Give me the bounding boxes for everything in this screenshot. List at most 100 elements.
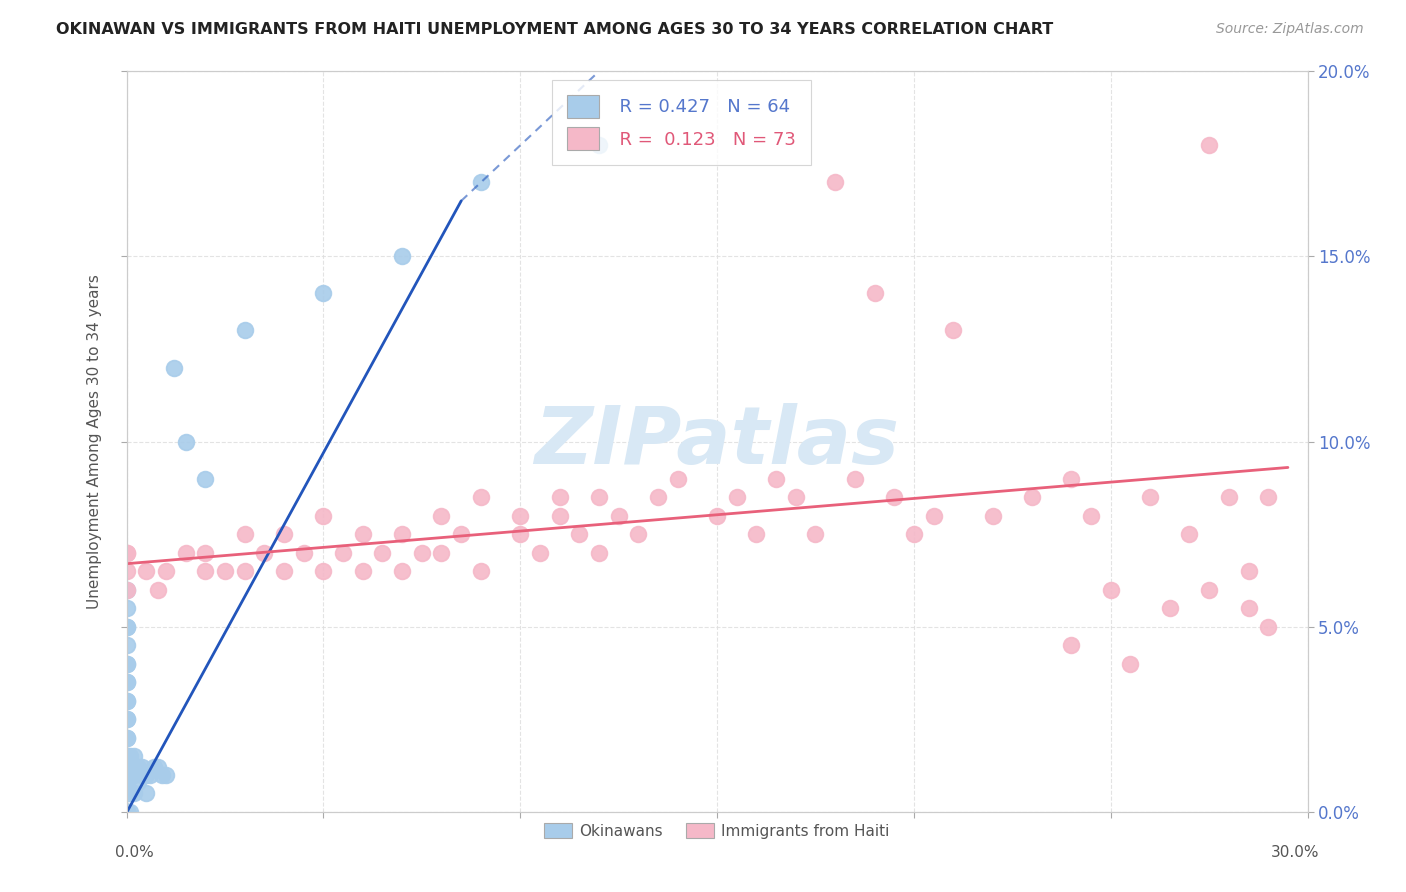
Point	[115, 619, 138, 633]
Point	[174, 545, 197, 560]
Point	[509, 508, 531, 523]
Point	[163, 360, 186, 375]
Point	[352, 527, 374, 541]
Point	[1198, 138, 1220, 153]
Point	[588, 490, 610, 504]
Point	[115, 779, 138, 793]
Point	[115, 712, 138, 726]
Point	[120, 805, 142, 819]
Point	[115, 760, 138, 774]
Point	[194, 564, 217, 578]
Point	[115, 805, 138, 819]
Point	[863, 286, 886, 301]
Point	[312, 508, 335, 523]
Point	[115, 545, 138, 560]
Point	[312, 564, 335, 578]
Point	[131, 767, 153, 781]
Point	[903, 527, 925, 541]
Point	[391, 527, 413, 541]
Point	[127, 760, 149, 774]
Point	[981, 508, 1004, 523]
Point	[1218, 490, 1240, 504]
Point	[115, 657, 138, 671]
Point	[765, 472, 787, 486]
Point	[124, 767, 146, 781]
Point	[115, 760, 138, 774]
Point	[115, 675, 138, 690]
Point	[745, 527, 768, 541]
Point	[1080, 508, 1102, 523]
Point	[115, 786, 138, 800]
Point	[135, 564, 157, 578]
Point	[115, 805, 138, 819]
Point	[607, 508, 630, 523]
Point	[115, 805, 138, 819]
Point	[1237, 601, 1260, 615]
Point	[233, 564, 256, 578]
Point	[844, 472, 866, 486]
Point	[135, 767, 157, 781]
Point	[120, 786, 142, 800]
Point	[883, 490, 905, 504]
Point	[115, 582, 138, 597]
Point	[529, 545, 551, 560]
Point	[115, 675, 138, 690]
Point	[115, 694, 138, 708]
Point	[139, 767, 162, 781]
Point	[411, 545, 433, 560]
Point	[1237, 564, 1260, 578]
Point	[115, 731, 138, 745]
Point	[785, 490, 807, 504]
Point	[1060, 472, 1083, 486]
Point	[115, 564, 138, 578]
Point	[922, 508, 945, 523]
Point	[115, 749, 138, 764]
Text: ZIPatlas: ZIPatlas	[534, 402, 900, 481]
Legend: Okinawans, Immigrants from Haiti: Okinawans, Immigrants from Haiti	[538, 816, 896, 845]
Point	[470, 175, 492, 190]
Point	[120, 767, 142, 781]
Point	[292, 545, 315, 560]
Point	[135, 786, 157, 800]
Point	[115, 805, 138, 819]
Point	[115, 749, 138, 764]
Point	[725, 490, 748, 504]
Text: Source: ZipAtlas.com: Source: ZipAtlas.com	[1216, 22, 1364, 37]
Point	[666, 472, 689, 486]
Point	[1060, 638, 1083, 652]
Point	[1119, 657, 1142, 671]
Point	[706, 508, 728, 523]
Point	[588, 545, 610, 560]
Point	[1021, 490, 1043, 504]
Text: OKINAWAN VS IMMIGRANTS FROM HAITI UNEMPLOYMENT AMONG AGES 30 TO 34 YEARS CORRELA: OKINAWAN VS IMMIGRANTS FROM HAITI UNEMPL…	[56, 22, 1053, 37]
Point	[371, 545, 394, 560]
Point	[568, 527, 591, 541]
Y-axis label: Unemployment Among Ages 30 to 34 years: Unemployment Among Ages 30 to 34 years	[87, 274, 103, 609]
Point	[332, 545, 354, 560]
Point	[115, 775, 138, 789]
Point	[115, 582, 138, 597]
Point	[174, 434, 197, 449]
Point	[233, 324, 256, 338]
Point	[391, 250, 413, 264]
Point	[312, 286, 335, 301]
Point	[253, 545, 276, 560]
Point	[115, 786, 138, 800]
Point	[273, 564, 295, 578]
Point	[115, 805, 138, 819]
Text: 30.0%: 30.0%	[1271, 845, 1319, 860]
Point	[115, 767, 138, 781]
Point	[115, 779, 138, 793]
Point	[146, 582, 169, 597]
Point	[273, 527, 295, 541]
Point	[233, 527, 256, 541]
Point	[1257, 490, 1279, 504]
Point	[391, 564, 413, 578]
Point	[115, 767, 138, 781]
Point	[352, 564, 374, 578]
Point	[548, 508, 571, 523]
Point	[1198, 582, 1220, 597]
Point	[450, 527, 472, 541]
Point	[115, 786, 138, 800]
Point	[155, 564, 177, 578]
